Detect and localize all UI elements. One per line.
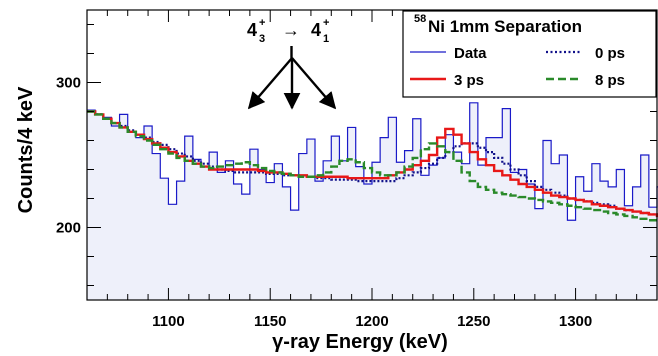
annotation-arrow: → (282, 20, 300, 40)
transition-annotation: 4 + 3 → 4 + 1 (247, 17, 337, 110)
x-axis: 1100 1150 1200 1250 1300 (106, 10, 658, 330)
annotation-label-right: 4 (311, 20, 321, 40)
plot-area (87, 102, 658, 300)
x-tick-label-1300: 1300 (559, 313, 592, 330)
x-tick-label-1250: 1250 (457, 313, 490, 330)
x-axis-title: γ-ray Energy (keV) (272, 331, 448, 353)
legend-box (402, 10, 657, 98)
annotation-label-left-sup: + (259, 17, 265, 29)
x-tick-label-1200: 1200 (355, 313, 388, 330)
legend-title: Ni 1mm Separation (428, 17, 582, 36)
y-tick-label-200: 200 (56, 220, 81, 237)
annotation-arrow-1 (247, 57, 293, 110)
legend-label-data: Data (454, 45, 487, 62)
annotation-arrows (247, 46, 337, 110)
y-tick-label-300: 300 (56, 75, 81, 92)
legend: 58 Ni 1mm Separation Data 0 ps 3 ps 8 ps (402, 10, 657, 98)
y-axis-title: Counts/4 keV (15, 86, 37, 213)
annotation-label-right-sup: + (323, 17, 329, 29)
legend-label-8ps: 8 ps (595, 72, 625, 89)
annotation-arrow-3 (291, 57, 337, 110)
series-0-ps-line (87, 110, 658, 217)
legend-title-sup: 58 (414, 13, 426, 25)
annotation-label-right-sub: 1 (323, 33, 329, 45)
series-data-line (87, 102, 658, 221)
x-tick-label-1100: 1100 (152, 313, 185, 330)
annotation-label-left-sub: 3 (259, 33, 265, 45)
legend-label-3ps: 3 ps (454, 72, 484, 89)
series-8-ps-line (87, 110, 657, 222)
x-tick-label-1150: 1150 (254, 313, 287, 330)
series-data-fill (87, 102, 658, 300)
annotation-label-left: 4 (247, 20, 257, 40)
legend-label-0ps: 0 ps (595, 45, 625, 62)
